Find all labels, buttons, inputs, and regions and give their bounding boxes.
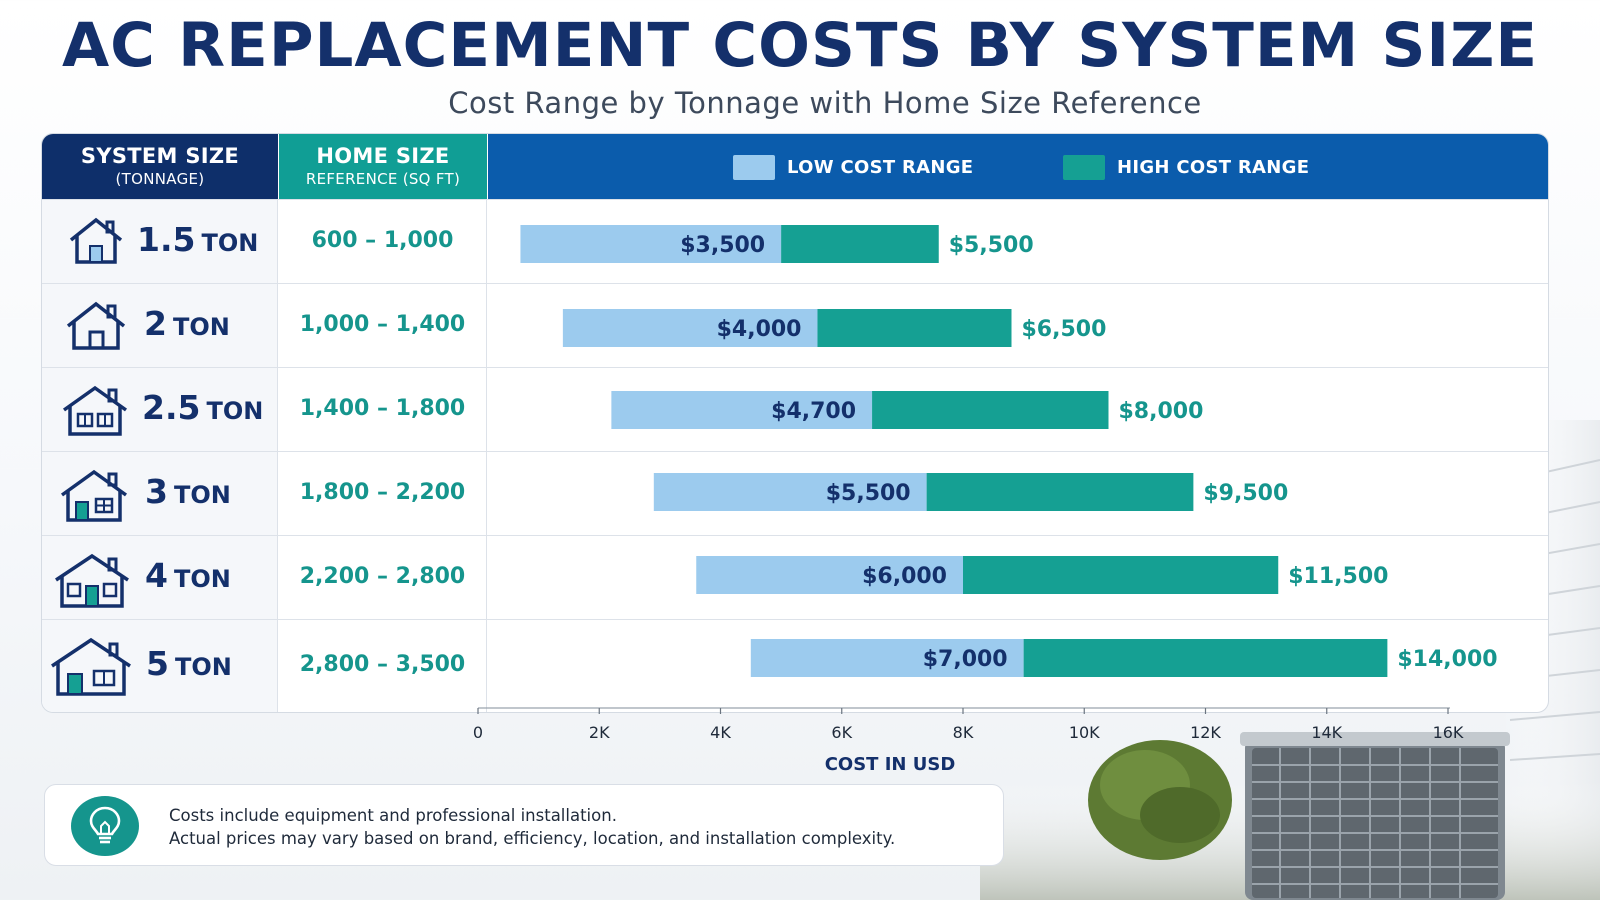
legend-swatch-low	[733, 154, 775, 180]
house-door-window-icon	[60, 469, 128, 522]
lightbulb-icon	[71, 796, 139, 856]
x-tick-label: 8K	[953, 723, 974, 742]
x-tick-label: 16K	[1433, 723, 1464, 742]
x-tick-label: 4K	[710, 723, 731, 742]
ton-value: 1.5	[137, 220, 196, 259]
ton-unit: TON	[201, 229, 259, 257]
ton-value: 4	[145, 556, 168, 595]
data-label-high: $8,000	[1119, 399, 1204, 424]
ton-unit: TON	[173, 481, 231, 509]
page-title: AC REPLACEMENT COSTS BY SYSTEM SIZE	[61, 10, 1539, 81]
header-home-size: HOME SIZE REFERENCE (SQ FT)	[279, 134, 487, 199]
legend-swatch-high	[1063, 154, 1105, 180]
x-tick-label: 2K	[589, 723, 610, 742]
x-tick-label: 10K	[1069, 723, 1100, 742]
home-size-range: 2,800 – 3,500	[299, 652, 466, 677]
legend-label-high: HIGH COST RANGE	[1117, 156, 1310, 178]
bar-low-cost	[520, 225, 782, 263]
note-line-2: Actual prices may vary based on brand, e…	[169, 829, 896, 848]
home-size-range: 1,000 – 1,400	[299, 312, 466, 337]
house-large-icon	[51, 637, 131, 696]
bar-low-cost	[696, 556, 963, 594]
data-label-high: $14,000	[1397, 647, 1497, 672]
data-label-low: $6,000	[862, 564, 947, 589]
ton-unit: TON	[172, 313, 230, 341]
ton-value: 3	[145, 472, 168, 511]
note-box: Costs include equipment and professional…	[44, 784, 1004, 866]
ton-value: 2.5	[142, 388, 201, 427]
x-tick-label: 0	[473, 723, 483, 742]
data-label-low: $4,700	[771, 399, 856, 424]
house-small-icon	[69, 217, 123, 264]
ton-value: 2	[144, 304, 167, 343]
home-size-range: 2,200 – 2,800	[299, 564, 466, 589]
ac-unit-scene	[980, 420, 1600, 900]
bar-high-cost	[817, 309, 1012, 347]
ton-unit: TON	[173, 565, 231, 593]
data-label-low: $7,000	[923, 647, 1008, 672]
x-axis-title: COST IN USD	[825, 754, 956, 775]
home-size-range: 600 – 1,000	[311, 228, 454, 253]
cost-range-chart: $3,500 $5,500 $4,000 $6,500 $4,700 $8,000 $5,5…	[473, 225, 1498, 775]
home-size-range: 1,400 – 1,800	[299, 396, 466, 421]
bar-low-cost	[750, 639, 1024, 677]
ton-unit: TON	[174, 653, 232, 681]
ac-unit-icon	[1240, 732, 1510, 900]
bar-high-cost	[926, 473, 1194, 511]
bar-high-cost	[781, 225, 939, 263]
bar-low-cost	[562, 309, 818, 347]
ton-value: 5	[146, 644, 169, 683]
x-tick-label: 6K	[831, 723, 852, 742]
bar-high-cost	[1023, 639, 1388, 677]
bar-low-cost	[653, 473, 927, 511]
data-label-high: $11,500	[1288, 564, 1388, 589]
header-system-size: SYSTEM SIZE (TONNAGE)	[42, 134, 278, 199]
ton-unit: TON	[206, 397, 264, 425]
legend-high: HIGH COST RANGE	[1063, 153, 1309, 181]
note-line-1: Costs include equipment and professional…	[169, 806, 617, 825]
table-row: 3 TON 1,800 – 2,200	[42, 451, 1548, 535]
data-label-low: $5,500	[826, 481, 911, 506]
table-row: 1.5 TON 600 – 1,000	[42, 199, 1548, 283]
bar-low-cost	[611, 391, 873, 429]
table-row: 4 TON 2,200 – 2,800	[42, 535, 1548, 619]
header-legend: LOW COST RANGE HIGH COST RANGE	[488, 134, 1548, 199]
home-size-range: 1,800 – 2,200	[299, 480, 466, 505]
bar-high-cost	[872, 391, 1109, 429]
legend-label-low: LOW COST RANGE	[787, 156, 974, 178]
x-tick-label: 12K	[1190, 723, 1221, 742]
house-wide-icon	[55, 553, 129, 608]
data-label-low: $3,500	[680, 233, 765, 258]
table-row: 5 TON 2,800 – 3,500	[42, 619, 1548, 712]
legend-low: LOW COST RANGE	[733, 153, 973, 181]
data-label-high: $9,500	[1203, 481, 1288, 506]
house-window-icon	[62, 385, 128, 436]
table-row: 2 TON 1,000 – 1,400	[42, 283, 1548, 367]
data-label-high: $6,500	[1022, 317, 1107, 342]
house-icon	[66, 301, 126, 350]
data-label-low: $4,000	[717, 317, 802, 342]
page-subtitle: Cost Range by Tonnage with Home Size Ref…	[448, 86, 1202, 120]
table-row: 2.5 TON 1,400 – 1,800	[42, 367, 1548, 451]
x-tick-label: 14K	[1311, 723, 1342, 742]
data-label-high: $5,500	[949, 233, 1034, 258]
bar-high-cost	[963, 556, 1279, 594]
